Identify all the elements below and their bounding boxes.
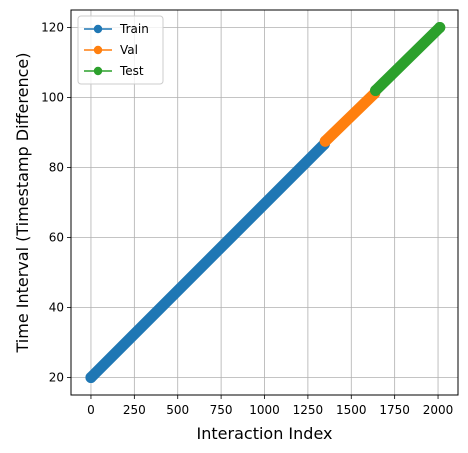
series-test <box>370 22 446 96</box>
y-ticks: 20 40 60 80 100 120 <box>41 21 71 385</box>
series-test-start-point <box>370 85 382 96</box>
series-val-markers <box>319 87 381 147</box>
x-tick-label: 1500 <box>336 403 367 417</box>
x-tick-label: 250 <box>123 403 146 417</box>
y-tick-label: 80 <box>49 161 64 175</box>
legend: Train Val Test <box>77 15 164 85</box>
x-tick-label: 750 <box>210 403 233 417</box>
y-tick-label: 20 <box>49 371 64 385</box>
x-ticks: 0 250 500 750 1000 1250 1500 1750 2000 <box>87 395 453 417</box>
y-tick-label: 40 <box>49 301 64 315</box>
x-axis-label: Interaction Index <box>197 424 333 443</box>
x-tick-label: 1000 <box>249 403 280 417</box>
legend-marker <box>93 45 103 55</box>
x-tick-label: 1750 <box>379 403 410 417</box>
legend-marker <box>93 66 103 76</box>
series-val-start-point <box>319 135 331 147</box>
legend-item-test: Test <box>84 64 144 78</box>
series-group <box>85 22 446 383</box>
legend-marker <box>93 24 103 34</box>
legend-item-val: Val <box>84 43 138 57</box>
series-test-markers <box>370 22 446 96</box>
legend-label: Test <box>119 64 144 78</box>
series-train-markers <box>85 138 330 383</box>
x-tick-label: 0 <box>87 403 95 417</box>
series-train-start-point <box>85 372 97 383</box>
y-axis-label: Time Interval (Timestamp Difference) <box>13 53 32 354</box>
x-tick-label: 2000 <box>423 403 454 417</box>
legend-label: Val <box>120 43 138 57</box>
x-tick-label: 1250 <box>293 403 324 417</box>
y-tick-label: 60 <box>49 231 64 245</box>
y-tick-label: 120 <box>41 21 64 35</box>
legend-item-train: Train <box>84 22 149 36</box>
series-test-end-point <box>434 22 446 33</box>
x-tick-label: 500 <box>166 403 189 417</box>
legend-label: Train <box>119 22 149 36</box>
y-tick-label: 100 <box>41 91 64 105</box>
